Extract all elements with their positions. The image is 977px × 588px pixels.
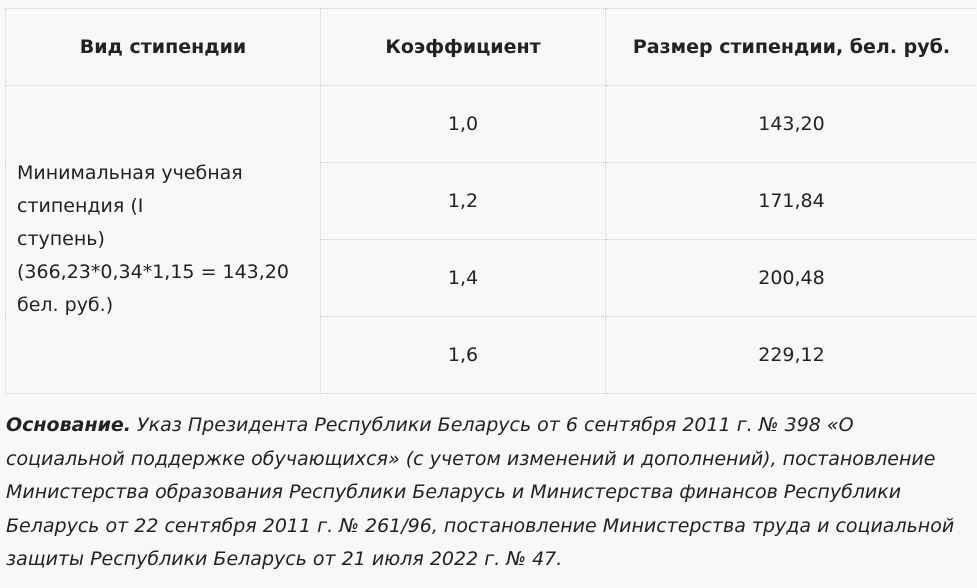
table-header-row: Вид стипендии Коэффициент Размер стипенд… xyxy=(5,8,977,86)
amount-cell: 200,48 xyxy=(605,239,977,317)
stipend-type-line: (366,23*0,34*1,15 = 143,20 xyxy=(17,261,289,283)
coefficient-cell: 1,6 xyxy=(320,316,606,394)
amount-cell: 229,12 xyxy=(605,316,977,394)
stipend-type-cell: Минимальная учебная стипендия (I ступень… xyxy=(5,85,321,394)
basis-label: Основание. xyxy=(6,414,131,436)
stipend-type-line: Минимальная учебная xyxy=(17,162,243,184)
table-row: 1,6 229,12 xyxy=(6,316,977,394)
header-stipend-amount: Размер стипендии, бел. руб. xyxy=(605,8,977,86)
coefficient-cell: 1,0 xyxy=(320,85,606,163)
basis-text: Указ Президента Республики Беларусь от 6… xyxy=(6,414,955,570)
stipend-type-line: ступень) xyxy=(17,228,105,250)
header-coefficient: Коэффициент xyxy=(320,8,606,86)
table-row: 1,2 171,84 xyxy=(6,162,977,240)
table-row: 1,4 200,48 xyxy=(6,239,977,317)
coefficient-cell: 1,2 xyxy=(320,162,606,240)
stipend-type-line: бел. руб.) xyxy=(17,294,114,316)
stipend-table: Вид стипендии Коэффициент Размер стипенд… xyxy=(5,8,977,394)
basis-paragraph: Основание. Указ Президента Республики Бе… xyxy=(6,409,971,577)
amount-cell: 143,20 xyxy=(605,85,977,163)
stipend-table-container: Вид стипендии Коэффициент Размер стипенд… xyxy=(5,8,977,394)
stipend-type-line: стипендия (I xyxy=(17,195,144,217)
header-stipend-type: Вид стипендии xyxy=(5,8,321,86)
coefficient-cell: 1,4 xyxy=(320,239,606,317)
table-row: Минимальная учебная стипендия (I ступень… xyxy=(5,85,977,394)
amount-cell: 171,84 xyxy=(605,162,977,240)
